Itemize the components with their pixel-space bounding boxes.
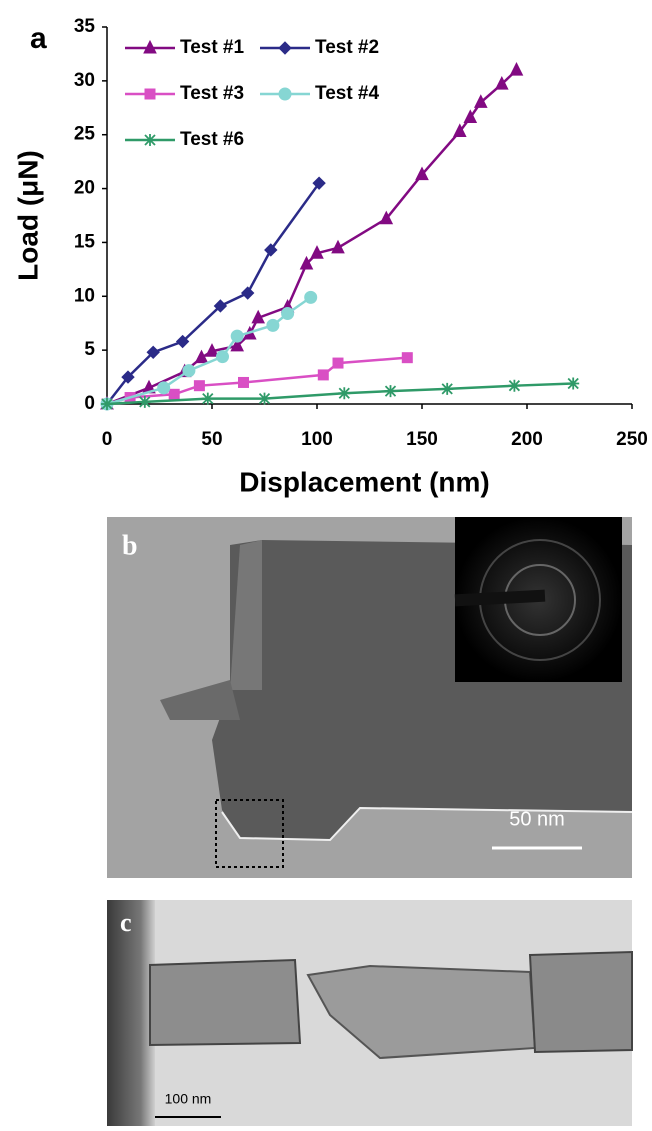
series-line [106, 356, 408, 406]
marker [473, 94, 488, 108]
legend-marker [144, 88, 156, 100]
nanotube-edge [230, 540, 262, 690]
legend-marker [278, 41, 292, 55]
marker [205, 343, 219, 357]
marker [213, 299, 228, 313]
marker [230, 329, 244, 343]
micrograph-c: 100 nm c [107, 900, 633, 1126]
marker [182, 364, 196, 378]
marker [201, 392, 214, 405]
panel-label: b [122, 530, 138, 561]
marker [138, 395, 151, 408]
x-tick-label: 50 [201, 429, 222, 450]
marker [312, 176, 326, 190]
legend-marker [278, 87, 292, 101]
marker [238, 376, 249, 388]
legend-marker [143, 39, 157, 54]
marker [338, 387, 351, 400]
x-tick-label: 200 [511, 429, 543, 450]
scale-label: 50 nm [509, 808, 565, 830]
marker [240, 286, 255, 300]
marker [331, 239, 345, 254]
legend-label: Test #1 [180, 37, 245, 58]
y-tick-label: 0 [84, 393, 95, 414]
marker [146, 345, 160, 360]
marker [101, 398, 113, 410]
tube-outline [221, 806, 633, 842]
marker [251, 309, 266, 324]
marker [441, 382, 454, 395]
marker [379, 210, 394, 225]
y-tick-label: 30 [74, 70, 95, 91]
marker [258, 392, 271, 405]
marker [193, 380, 205, 392]
marker [332, 357, 344, 369]
y-tick-label: 15 [74, 231, 96, 252]
marker [384, 385, 397, 398]
marker [266, 318, 280, 332]
micrograph-b: 50 nm b [107, 517, 633, 878]
legend-label: Test #2 [315, 37, 379, 58]
marker [175, 334, 190, 349]
chart: 0 5 10 15 20 25 30 35 0 50 100 150 200 250 Displacemen… [12, 16, 647, 497]
x-tick-label: 100 [301, 429, 333, 450]
marker [452, 123, 467, 137]
legend-label: Test #4 [315, 83, 380, 104]
marker [264, 243, 278, 257]
y-tick-label: 5 [84, 339, 95, 360]
marker [281, 307, 295, 321]
marker [494, 75, 509, 90]
x-tick-label: 250 [616, 429, 648, 450]
marker [304, 290, 318, 304]
legend-label: Test #3 [180, 83, 244, 104]
marker [194, 349, 209, 364]
marker [310, 245, 324, 259]
x-axis-label: Displacement (nm) [239, 466, 490, 497]
tube-segment [528, 950, 633, 1054]
legend-marker [144, 134, 156, 146]
marker [401, 352, 413, 364]
scale-label: 100 nm [165, 1091, 212, 1107]
fibers [160, 680, 240, 720]
y-axis-label: Load (μN) [12, 150, 43, 281]
y-tick-label: 35 [74, 16, 96, 37]
marker [463, 109, 478, 123]
x-tick-label: 0 [102, 429, 113, 450]
y-tick-label: 20 [74, 178, 95, 199]
marker [509, 61, 524, 76]
marker [157, 381, 171, 395]
marker [317, 369, 329, 381]
series-line [106, 182, 321, 405]
marker [415, 166, 429, 181]
marker [508, 379, 521, 392]
region-box [215, 799, 284, 868]
marker [230, 337, 245, 352]
tube-segment [149, 958, 302, 1047]
marker [567, 377, 580, 390]
marker [168, 388, 180, 400]
beam-stop [454, 589, 546, 607]
y-tick-label: 25 [74, 124, 96, 145]
panel-label: c [120, 908, 132, 937]
x-tick-label: 150 [406, 429, 438, 450]
panel-label: a [30, 22, 47, 55]
substrate-edge [107, 900, 155, 1126]
series-line [106, 69, 518, 406]
legend-label: Test #6 [180, 129, 244, 150]
marker [121, 370, 135, 384]
marker [216, 350, 229, 364]
marker [299, 255, 314, 270]
y-tick-label: 10 [74, 285, 95, 306]
